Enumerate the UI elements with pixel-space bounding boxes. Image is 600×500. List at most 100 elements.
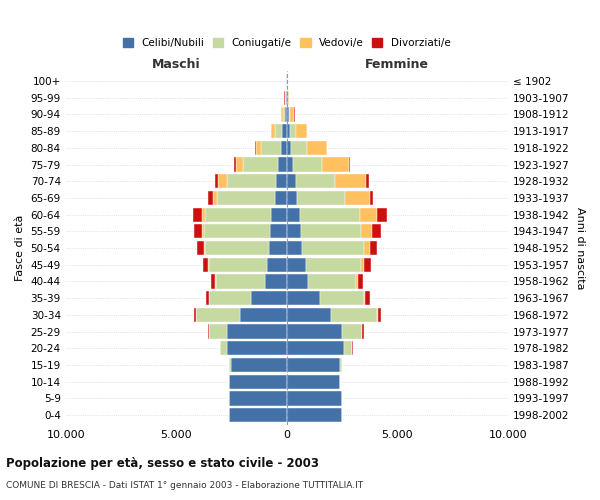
Bar: [216, 274, 265, 288]
Bar: [271, 124, 275, 138]
Bar: [212, 191, 217, 205]
Bar: [227, 324, 287, 338]
Bar: [208, 191, 212, 205]
Bar: [234, 158, 236, 172]
Bar: [287, 158, 293, 172]
Text: Femmine: Femmine: [365, 58, 429, 71]
Bar: [197, 241, 203, 255]
Bar: [372, 224, 381, 238]
Bar: [220, 341, 227, 355]
Bar: [283, 124, 287, 138]
Bar: [335, 174, 367, 188]
Bar: [326, 140, 327, 155]
Bar: [305, 258, 361, 272]
Bar: [367, 174, 368, 188]
Bar: [342, 324, 362, 338]
Bar: [322, 158, 349, 172]
Bar: [362, 324, 364, 338]
Bar: [275, 174, 287, 188]
Bar: [287, 191, 296, 205]
Bar: [290, 124, 296, 138]
Bar: [293, 158, 322, 172]
Bar: [205, 241, 269, 255]
Bar: [349, 158, 350, 172]
Bar: [291, 140, 307, 155]
Bar: [215, 274, 216, 288]
Bar: [217, 191, 275, 205]
Bar: [377, 308, 378, 322]
Bar: [287, 408, 342, 422]
Bar: [208, 258, 209, 272]
Bar: [275, 124, 283, 138]
Bar: [364, 291, 365, 306]
Bar: [209, 324, 227, 338]
Bar: [358, 274, 362, 288]
Bar: [287, 224, 301, 238]
Bar: [287, 374, 340, 389]
Bar: [287, 274, 308, 288]
Bar: [361, 258, 364, 272]
Bar: [346, 191, 370, 205]
Bar: [236, 158, 242, 172]
Bar: [331, 308, 377, 322]
Bar: [370, 191, 373, 205]
Bar: [287, 308, 331, 322]
Bar: [227, 341, 287, 355]
Bar: [205, 208, 271, 222]
Bar: [290, 108, 295, 122]
Bar: [364, 258, 371, 272]
Bar: [229, 408, 287, 422]
Bar: [287, 258, 305, 272]
Bar: [275, 191, 287, 205]
Bar: [206, 291, 209, 306]
Bar: [344, 341, 352, 355]
Bar: [287, 208, 300, 222]
Bar: [284, 108, 287, 122]
Bar: [287, 324, 342, 338]
Bar: [287, 291, 320, 306]
Bar: [196, 308, 241, 322]
Bar: [209, 291, 251, 306]
Bar: [202, 224, 204, 238]
Bar: [269, 241, 287, 255]
Bar: [229, 374, 287, 389]
Bar: [256, 140, 262, 155]
Bar: [271, 208, 287, 222]
Text: COMUNE DI BRESCIA - Dati ISTAT 1° gennaio 2003 - Elaborazione TUTTITALIA.IT: COMUNE DI BRESCIA - Dati ISTAT 1° gennai…: [6, 480, 363, 490]
Bar: [287, 358, 340, 372]
Bar: [365, 291, 370, 306]
Bar: [265, 274, 287, 288]
Bar: [300, 208, 360, 222]
Bar: [202, 208, 205, 222]
Bar: [286, 90, 287, 105]
Bar: [267, 258, 287, 272]
Bar: [364, 241, 370, 255]
Bar: [203, 258, 208, 272]
Bar: [287, 241, 302, 255]
Bar: [278, 158, 287, 172]
Bar: [287, 124, 290, 138]
Bar: [378, 308, 382, 322]
Bar: [232, 358, 287, 372]
Bar: [211, 274, 215, 288]
Bar: [193, 208, 202, 222]
Bar: [302, 241, 364, 255]
Bar: [203, 241, 205, 255]
Bar: [370, 241, 377, 255]
Bar: [229, 392, 287, 406]
Bar: [296, 191, 346, 205]
Bar: [352, 341, 353, 355]
Bar: [218, 174, 227, 188]
Bar: [296, 124, 307, 138]
Bar: [251, 291, 287, 306]
Bar: [262, 140, 281, 155]
Bar: [308, 274, 356, 288]
Bar: [361, 224, 372, 238]
Y-axis label: Anni di nascita: Anni di nascita: [575, 207, 585, 290]
Bar: [288, 90, 289, 105]
Bar: [287, 341, 344, 355]
Bar: [301, 224, 361, 238]
Bar: [242, 158, 278, 172]
Bar: [215, 174, 218, 188]
Bar: [287, 392, 342, 406]
